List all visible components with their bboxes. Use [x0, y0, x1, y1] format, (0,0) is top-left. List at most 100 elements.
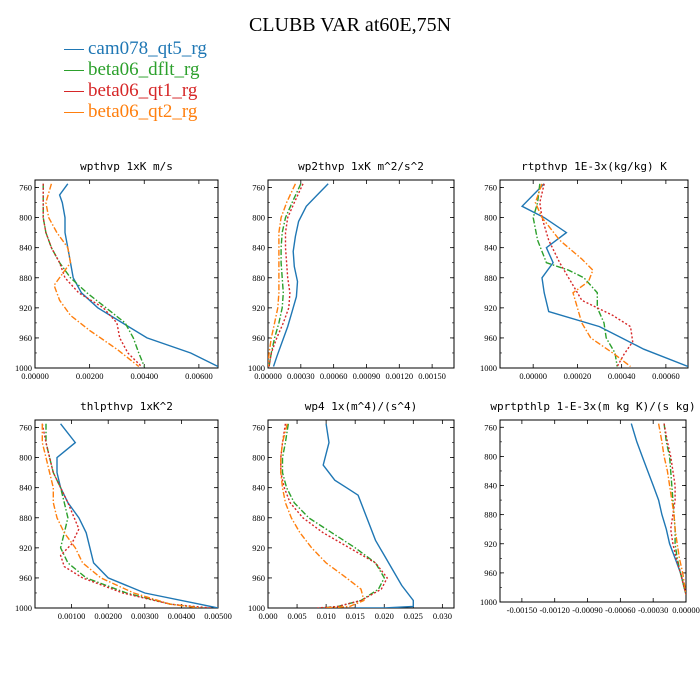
y-tick-label: 920 — [252, 303, 265, 313]
series-line — [45, 423, 204, 608]
y-tick-label: 800 — [484, 451, 497, 461]
x-tick-label: 0.00200 — [76, 371, 104, 381]
plot-frame — [34, 179, 219, 369]
legend: cam078_qt5_rg beta06_dflt_rg beta06_qt1_… — [64, 38, 207, 122]
x-tick-label: 0.00600 — [185, 371, 213, 381]
series-line — [532, 183, 618, 367]
x-tick-label: 0.020 — [375, 611, 394, 621]
series-line — [41, 423, 200, 608]
x-tick-label: -0.00120 — [539, 605, 569, 615]
x-tick-label: -0.00090 — [572, 605, 602, 615]
y-tick-label: 1000 — [480, 597, 497, 607]
series-line — [42, 183, 145, 367]
series-line — [663, 423, 686, 595]
x-tick-label: 0.00400 — [168, 611, 196, 621]
y-tick-label: 840 — [252, 483, 265, 493]
y-tick-label: 800 — [19, 213, 32, 223]
chart-panel: wprtpthlp 1-E-3x(m kg K)/(s kg) 760 800 840… — [480, 400, 700, 615]
chart-panel: wp2thvp 1xK m^2/s^2 760 800 840 880 920 960 100… — [248, 160, 455, 381]
series-line — [272, 183, 329, 367]
legend-item: beta06_dflt_rg — [64, 59, 207, 80]
x-tick-label: 0.025 — [404, 611, 423, 621]
x-tick-label: 0.00060 — [320, 371, 348, 381]
series-line — [663, 423, 686, 595]
series-line — [45, 183, 140, 368]
legend-line-icon — [64, 49, 84, 50]
legend-line-icon — [64, 91, 84, 92]
x-tick-label: 0.00000 — [21, 371, 49, 381]
y-tick-label: 760 — [484, 422, 497, 432]
legend-item: beta06_qt1_rg — [64, 80, 207, 101]
series-line — [630, 423, 686, 595]
y-tick-label: 960 — [19, 333, 32, 343]
plot-frame — [34, 419, 219, 609]
series-line — [281, 423, 386, 608]
y-tick-label: 1000 — [248, 363, 265, 373]
y-tick-label: 880 — [484, 273, 497, 283]
series-line — [520, 183, 688, 368]
y-tick-label: 960 — [484, 333, 497, 343]
x-tick-label: 0.00000 — [254, 371, 282, 381]
chart-panel: thlpthvp 1xK^2 760 800 840 880 920 960 1000 0.00… — [15, 400, 232, 621]
series-line — [268, 183, 297, 367]
series-line — [534, 183, 631, 368]
legend-line-icon — [64, 112, 84, 113]
x-tick-label: 0.00200 — [94, 611, 122, 621]
panel-title: wp4 1x(m^4)/(s^4) — [305, 400, 418, 413]
x-tick-label: 0.00300 — [131, 611, 159, 621]
x-tick-label: 0.015 — [346, 611, 365, 621]
y-tick-label: 960 — [252, 333, 265, 343]
panel-title: rtpthvp 1E-3x(kg/kg) K — [521, 160, 667, 173]
x-tick-label: 0.00030 — [287, 371, 315, 381]
chart-panel: wp4 1x(m^4)/(s^4)76080084088092096010000… — [248, 400, 455, 621]
series-line — [56, 423, 218, 608]
plot-frame — [499, 419, 687, 603]
y-tick-label: 960 — [252, 573, 265, 583]
y-tick-label: 800 — [484, 213, 497, 223]
y-tick-label: 880 — [252, 513, 265, 523]
y-tick-label: 920 — [19, 543, 32, 553]
y-tick-label: 760 — [484, 183, 497, 193]
y-tick-label: 1000 — [15, 603, 32, 613]
series-line — [58, 183, 218, 368]
x-tick-label: 0.00040 — [608, 371, 636, 381]
y-tick-label: 840 — [252, 243, 265, 253]
x-tick-label: 0.00100 — [58, 611, 86, 621]
y-tick-label: 840 — [19, 483, 32, 493]
panel-title: thlpthvp 1xK^2 — [80, 400, 173, 413]
y-tick-label: 880 — [484, 510, 497, 520]
series-line — [280, 423, 365, 608]
y-tick-label: 1000 — [480, 363, 497, 373]
y-tick-label: 1000 — [248, 603, 265, 613]
legend-label: beta06_qt1_rg — [88, 80, 198, 101]
y-tick-label: 960 — [19, 573, 32, 583]
y-tick-label: 760 — [252, 183, 265, 193]
y-tick-label: 840 — [484, 243, 497, 253]
chart-panel: wpthvp 1xK m/s76080084088092096010000.00… — [15, 160, 219, 381]
legend-label: beta06_qt2_rg — [88, 101, 198, 122]
y-tick-label: 800 — [252, 213, 265, 223]
y-tick-label: 840 — [484, 481, 497, 491]
series-line — [657, 423, 686, 595]
figure-title: CLUBB VAR at60E,75N — [248, 14, 452, 36]
legend-label: cam078_qt5_rg — [88, 38, 207, 59]
x-tick-label: 0.010 — [317, 611, 336, 621]
x-tick-label: 0.00000 — [672, 605, 700, 615]
y-tick-label: 760 — [19, 423, 32, 433]
series-line — [539, 183, 634, 367]
legend-item: beta06_qt2_rg — [64, 101, 207, 122]
series-line — [41, 423, 211, 608]
panel-title: wp2thvp 1xK m^2/s^2 — [298, 160, 424, 173]
y-tick-label: 1000 — [15, 363, 32, 373]
y-tick-label: 880 — [252, 273, 265, 283]
x-tick-label: 0.030 — [433, 611, 452, 621]
plot-frame — [267, 179, 455, 369]
plot-frame — [267, 419, 455, 609]
x-tick-label: -0.00030 — [638, 605, 668, 615]
y-tick-label: 880 — [19, 513, 32, 523]
series-line — [280, 423, 389, 608]
y-tick-label: 760 — [19, 183, 32, 193]
y-tick-label: 800 — [252, 453, 265, 463]
series-line — [268, 183, 302, 367]
panel-title: wpthvp 1xK m/s — [80, 160, 173, 173]
